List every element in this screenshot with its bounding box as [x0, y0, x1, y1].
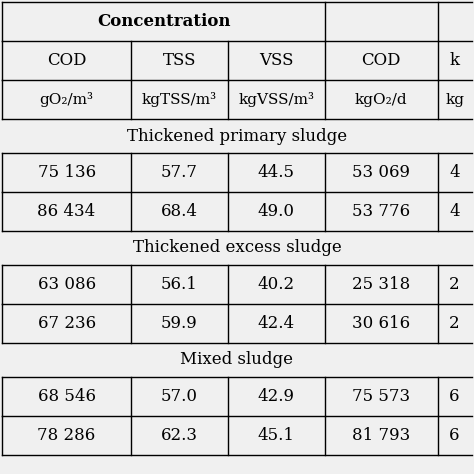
Text: 68 546: 68 546 [37, 388, 96, 405]
Text: 57.7: 57.7 [161, 164, 198, 181]
Text: 6: 6 [449, 388, 460, 405]
Text: 2: 2 [449, 315, 460, 332]
Text: Mixed sludge: Mixed sludge [181, 351, 293, 368]
Text: 4: 4 [449, 164, 460, 181]
Text: 6: 6 [449, 427, 460, 444]
Text: 68.4: 68.4 [161, 203, 198, 220]
Text: 75 573: 75 573 [352, 388, 410, 405]
Text: k: k [450, 52, 460, 69]
Text: Thickened excess sludge: Thickened excess sludge [133, 239, 341, 256]
Text: 45.1: 45.1 [258, 427, 295, 444]
Text: kgTSS/m³: kgTSS/m³ [142, 92, 217, 107]
Text: 42.9: 42.9 [258, 388, 295, 405]
Text: 62.3: 62.3 [161, 427, 198, 444]
Text: kgO₂/d: kgO₂/d [355, 92, 408, 107]
Text: 53 776: 53 776 [352, 203, 410, 220]
Text: 57.0: 57.0 [161, 388, 198, 405]
Text: 81 793: 81 793 [352, 427, 410, 444]
Text: 67 236: 67 236 [37, 315, 96, 332]
Text: 56.1: 56.1 [161, 276, 198, 293]
Text: kgVSS/m³: kgVSS/m³ [238, 92, 314, 107]
Text: 59.9: 59.9 [161, 315, 198, 332]
Text: gO₂/m³: gO₂/m³ [40, 92, 93, 107]
Text: COD: COD [362, 52, 401, 69]
Text: 25 318: 25 318 [352, 276, 410, 293]
Text: 78 286: 78 286 [37, 427, 96, 444]
Text: Thickened primary sludge: Thickened primary sludge [127, 128, 347, 145]
Text: 63 086: 63 086 [37, 276, 96, 293]
Text: 4: 4 [449, 203, 460, 220]
Text: 53 069: 53 069 [352, 164, 410, 181]
Text: TSS: TSS [163, 52, 196, 69]
Text: 75 136: 75 136 [37, 164, 96, 181]
Text: 86 434: 86 434 [37, 203, 96, 220]
Text: VSS: VSS [259, 52, 293, 69]
Text: 40.2: 40.2 [258, 276, 295, 293]
Text: 30 616: 30 616 [352, 315, 410, 332]
Text: 44.5: 44.5 [258, 164, 295, 181]
Text: 2: 2 [449, 276, 460, 293]
Text: 42.4: 42.4 [258, 315, 295, 332]
Text: Concentration: Concentration [97, 13, 230, 30]
Text: kg: kg [445, 92, 464, 107]
Text: 49.0: 49.0 [258, 203, 295, 220]
Text: COD: COD [47, 52, 86, 69]
